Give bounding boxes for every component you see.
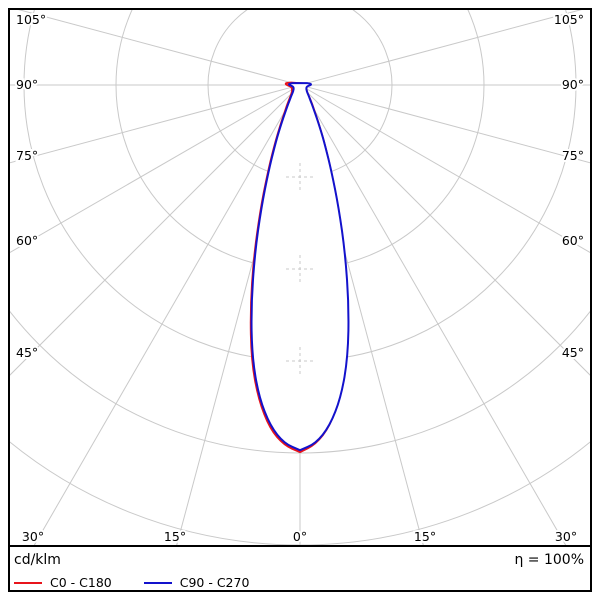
axis-label: 30° — [555, 529, 577, 544]
axis-label: 60° — [562, 233, 584, 248]
grid-angle-line — [10, 86, 295, 164]
legend-item: C0 - C180 — [14, 575, 112, 590]
legend-label: C0 - C180 — [50, 575, 112, 590]
axis-label: 15° — [414, 529, 436, 544]
grid-angle-line — [10, 87, 296, 254]
axis-label: 15° — [164, 529, 186, 544]
legend-line-swatch — [143, 581, 172, 584]
grid-angle-line — [304, 87, 590, 254]
legend-items: C0 - C180 C90 - C270 — [14, 575, 249, 590]
legend-item: C90 - C270 — [143, 575, 250, 590]
legend: cd/klm η = 100% C0 - C180 C90 - C270 — [10, 545, 590, 590]
grid-angle-line — [305, 10, 582, 84]
axis-label: 45° — [562, 345, 584, 360]
axis-label: 75° — [562, 148, 584, 163]
axis-label: 60° — [16, 233, 38, 248]
axis-label: 0° — [293, 529, 307, 544]
legend-line-swatch — [14, 581, 42, 584]
axis-label: 30° — [22, 529, 44, 544]
grid-angle-line — [10, 88, 297, 376]
axis-label: 105° — [16, 12, 46, 27]
grid-angle-line — [305, 86, 590, 164]
units-label: cd/klm — [14, 552, 61, 568]
legend-label: C90 - C270 — [179, 575, 250, 590]
grid-angle-line — [33, 89, 298, 545]
grid-angle-line — [18, 10, 295, 84]
axis-label: 90° — [562, 77, 584, 92]
efficiency-label: η = 100% — [514, 552, 584, 568]
axis-label: 45° — [16, 345, 38, 360]
axis-label: 90° — [16, 77, 38, 92]
grid-angle-line — [302, 89, 567, 545]
axis-label: 75° — [16, 148, 38, 163]
curve-c90-c270 — [250, 82, 350, 452]
grid-angle-line — [303, 88, 590, 376]
axis-label: 105° — [554, 12, 584, 27]
